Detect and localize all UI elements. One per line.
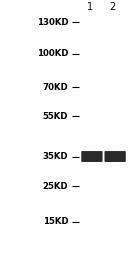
Text: 15KD: 15KD [43, 217, 68, 226]
Text: 130KD: 130KD [37, 18, 68, 27]
Text: 25KD: 25KD [43, 182, 68, 191]
Text: 55KD: 55KD [43, 112, 68, 121]
Text: 35KD: 35KD [43, 152, 68, 161]
FancyBboxPatch shape [104, 151, 126, 162]
Text: 100KD: 100KD [37, 49, 68, 58]
Text: 2: 2 [110, 2, 116, 11]
Text: 70KD: 70KD [43, 83, 68, 92]
Text: 1: 1 [87, 2, 93, 11]
FancyBboxPatch shape [81, 151, 103, 162]
